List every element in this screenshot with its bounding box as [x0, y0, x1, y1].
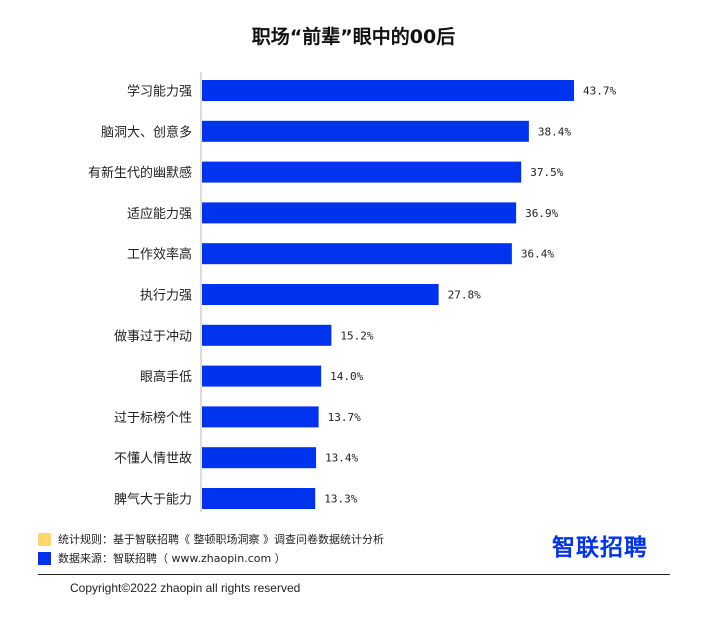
category-label-7: 眼高手低	[140, 369, 192, 385]
value-label-8: 13.7%	[328, 411, 361, 424]
bar-3	[202, 202, 517, 224]
note-method-text: 统计规则：基于智联招聘《 整顿职场洞察 》调查问卷数据统计分析	[58, 533, 384, 546]
category-label-9: 不懂人情世故	[114, 452, 192, 467]
note-source-text: 数据来源：智联招聘（ www.zhaopin.com ）	[58, 552, 286, 565]
copyright-text: Copyright©2022 zhaopin all rights reserv…	[70, 581, 301, 595]
category-label-6: 做事过于冲动	[114, 329, 192, 344]
bar-10	[202, 488, 316, 509]
bar-1	[202, 120, 529, 142]
category-label-3: 适应能力强	[127, 206, 192, 222]
value-label-2: 37.5%	[530, 166, 563, 179]
value-label-10: 13.3%	[324, 493, 357, 506]
bar-2	[202, 161, 522, 183]
category-label-1: 脑洞大、创意多	[101, 124, 192, 140]
value-label-9: 13.4%	[325, 452, 358, 465]
bar-7	[202, 365, 322, 387]
note-method: 统计规则：基于智联招聘《 整顿职场洞察 》调查问卷数据统计分析	[38, 531, 384, 547]
value-label-1: 38.4%	[538, 125, 571, 138]
category-label-10: 脾气大于能力	[114, 492, 192, 508]
category-label-4: 工作效率高	[127, 247, 192, 263]
category-label-8: 过于标榜个性	[114, 410, 192, 426]
category-label-2: 有新生代的幽默感	[88, 165, 192, 181]
bar-5	[202, 284, 439, 305]
category-label-0: 学习能力强	[127, 84, 192, 100]
bar-9	[202, 447, 317, 469]
note-source-swatch	[38, 551, 51, 565]
note-source: 数据来源：智联招聘（ www.zhaopin.com ）	[38, 550, 286, 566]
value-label-0: 43.7%	[583, 85, 616, 98]
brand-logo: 智联招聘	[552, 535, 648, 561]
value-label-4: 36.4%	[521, 248, 554, 261]
value-label-3: 36.9%	[525, 207, 558, 220]
bar-0	[202, 80, 574, 101]
bar-8	[202, 406, 319, 428]
chart-title: 职场“前辈”眼中的00后	[251, 26, 456, 48]
footer-divider	[38, 574, 670, 575]
note-method-swatch	[38, 532, 51, 546]
value-label-7: 14.0%	[330, 370, 363, 383]
bar-chart: 学习能力强 43.7% 脑洞大、创意多 38.4% 有新生代的幽默感 37.5% 适应能力强…	[88, 72, 616, 512]
category-label-5: 执行力强	[140, 289, 192, 304]
value-label-6: 15.2%	[340, 329, 373, 342]
bar-6	[202, 324, 332, 346]
value-label-5: 27.8%	[448, 289, 481, 302]
bar-4	[202, 243, 512, 265]
